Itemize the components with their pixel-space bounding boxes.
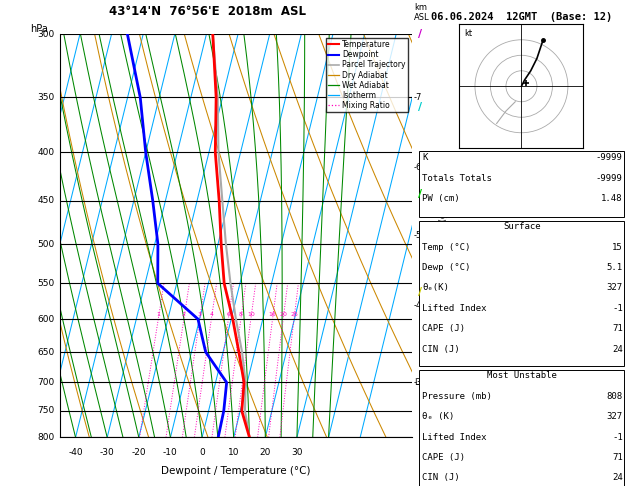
Text: 2: 2 xyxy=(182,312,186,317)
Text: 400: 400 xyxy=(37,148,55,157)
Text: 30: 30 xyxy=(291,448,303,457)
Text: θₑ (K): θₑ (K) xyxy=(422,412,454,421)
Text: θₑ(K): θₑ(K) xyxy=(422,283,449,293)
Text: /: / xyxy=(418,102,423,112)
Text: 20: 20 xyxy=(279,312,287,317)
Text: /: / xyxy=(418,287,423,296)
Text: -9999: -9999 xyxy=(596,174,623,183)
Text: 300: 300 xyxy=(37,30,55,38)
Text: 3: 3 xyxy=(198,312,202,317)
Text: 550: 550 xyxy=(37,279,55,288)
Text: Most Unstable: Most Unstable xyxy=(487,371,557,381)
Text: -9999: -9999 xyxy=(596,153,623,162)
Text: 350: 350 xyxy=(37,93,55,102)
Text: Surface: Surface xyxy=(504,222,541,231)
Text: 327: 327 xyxy=(606,283,623,293)
Text: -4: -4 xyxy=(414,301,422,310)
Text: 6: 6 xyxy=(226,312,230,317)
Text: /: / xyxy=(418,29,423,39)
Text: -7: -7 xyxy=(414,93,422,102)
Text: Dewpoint / Temperature (°C): Dewpoint / Temperature (°C) xyxy=(161,466,311,476)
Text: 800: 800 xyxy=(37,433,55,442)
Text: 327: 327 xyxy=(606,412,623,421)
Text: CIN (J): CIN (J) xyxy=(422,345,460,354)
Text: Dewp (°C): Dewp (°C) xyxy=(422,263,470,272)
Text: CAPE (J): CAPE (J) xyxy=(422,324,465,333)
Legend: Temperature, Dewpoint, Parcel Trajectory, Dry Adiabat, Wet Adiabat, Isotherm, Mi: Temperature, Dewpoint, Parcel Trajectory… xyxy=(326,38,408,112)
Text: 808: 808 xyxy=(606,392,623,401)
Text: K: K xyxy=(422,153,428,162)
Text: -1: -1 xyxy=(612,433,623,442)
Text: 15: 15 xyxy=(612,243,623,252)
Text: -10: -10 xyxy=(163,448,178,457)
Text: -5: -5 xyxy=(414,231,422,240)
Text: 750: 750 xyxy=(37,406,55,416)
Text: 4: 4 xyxy=(209,312,213,317)
Text: -3: -3 xyxy=(414,378,422,387)
Text: -40: -40 xyxy=(69,448,83,457)
Text: hPa: hPa xyxy=(30,24,48,34)
Text: Temp (°C): Temp (°C) xyxy=(422,243,470,252)
Text: 10: 10 xyxy=(228,448,240,457)
Text: Mixing Ratio (g/kg): Mixing Ratio (g/kg) xyxy=(439,196,448,276)
Text: 24: 24 xyxy=(612,473,623,483)
Text: Lifted Index: Lifted Index xyxy=(422,433,487,442)
Text: kt: kt xyxy=(464,29,472,38)
Text: 16: 16 xyxy=(269,312,276,317)
Text: LCL: LCL xyxy=(414,378,429,387)
Text: 71: 71 xyxy=(612,324,623,333)
Text: 450: 450 xyxy=(37,196,55,205)
Text: 650: 650 xyxy=(37,347,55,357)
Text: Totals Totals: Totals Totals xyxy=(422,174,492,183)
Text: 5.1: 5.1 xyxy=(606,263,623,272)
Text: 20: 20 xyxy=(260,448,271,457)
Text: CIN (J): CIN (J) xyxy=(422,473,460,483)
Text: -1: -1 xyxy=(612,304,623,313)
Text: -6: -6 xyxy=(414,163,422,172)
Text: Pressure (mb): Pressure (mb) xyxy=(422,392,492,401)
Text: 43°14'N  76°56'E  2018m  ASL: 43°14'N 76°56'E 2018m ASL xyxy=(109,5,306,18)
Text: 600: 600 xyxy=(37,314,55,324)
Text: 700: 700 xyxy=(37,378,55,387)
Text: -20: -20 xyxy=(131,448,146,457)
Text: 0: 0 xyxy=(199,448,205,457)
Text: 1: 1 xyxy=(157,312,160,317)
Text: 71: 71 xyxy=(612,453,623,462)
Text: CAPE (J): CAPE (J) xyxy=(422,453,465,462)
Text: -30: -30 xyxy=(100,448,114,457)
Text: km
ASL: km ASL xyxy=(414,2,430,22)
Text: Lifted Index: Lifted Index xyxy=(422,304,487,313)
Text: /: / xyxy=(418,190,423,199)
Text: 1.48: 1.48 xyxy=(601,194,623,203)
Text: 25: 25 xyxy=(290,312,298,317)
Text: 10: 10 xyxy=(247,312,255,317)
Text: 8: 8 xyxy=(239,312,243,317)
Text: 24: 24 xyxy=(612,345,623,354)
Text: 06.06.2024  12GMT  (Base: 12): 06.06.2024 12GMT (Base: 12) xyxy=(431,12,612,22)
Text: 500: 500 xyxy=(37,240,55,249)
Text: PW (cm): PW (cm) xyxy=(422,194,460,203)
